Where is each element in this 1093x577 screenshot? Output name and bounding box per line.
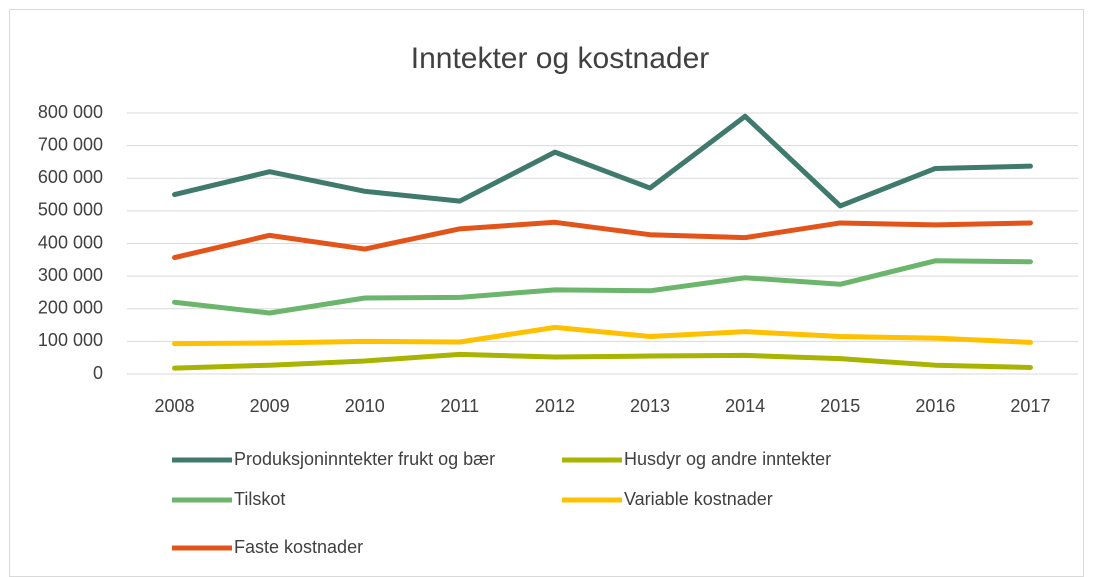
legend-label: Tilskot bbox=[234, 489, 285, 509]
y-tick-label: 700 000 bbox=[38, 134, 103, 154]
legend-label: Faste kostnader bbox=[234, 537, 363, 557]
y-tick-label: 800 000 bbox=[38, 102, 103, 122]
x-tick-label: 2012 bbox=[535, 396, 575, 416]
y-tick-label: 0 bbox=[93, 363, 103, 383]
legend-label: Husdyr og andre inntekter bbox=[624, 449, 831, 469]
x-tick-label: 2015 bbox=[820, 396, 860, 416]
legend-label: Produksjoninntekter frukt og bær bbox=[234, 449, 495, 469]
x-tick-label: 2017 bbox=[1010, 396, 1050, 416]
series-line bbox=[172, 351, 1033, 371]
y-tick-label: 400 000 bbox=[38, 232, 103, 252]
y-tick-label: 200 000 bbox=[38, 298, 103, 318]
y-tick-label: 100 000 bbox=[38, 330, 103, 350]
x-tick-label: 2014 bbox=[725, 396, 765, 416]
y-tick-label: 600 000 bbox=[38, 167, 103, 187]
x-tick-label: 2013 bbox=[630, 396, 670, 416]
y-tick-label: 500 000 bbox=[38, 200, 103, 220]
series-line bbox=[172, 113, 1033, 209]
x-tick-label: 2011 bbox=[440, 396, 479, 416]
x-tick-label: 2009 bbox=[250, 396, 290, 416]
x-tick-label: 2010 bbox=[345, 396, 385, 416]
y-tick-label: 300 000 bbox=[38, 265, 103, 285]
series-line bbox=[172, 258, 1033, 316]
chart-title: Inntekter og kostnader bbox=[411, 42, 710, 75]
x-tick-label: 2008 bbox=[155, 396, 195, 416]
series-line bbox=[172, 324, 1033, 347]
legend-label: Variable kostnader bbox=[624, 489, 773, 509]
series-line bbox=[172, 219, 1033, 261]
x-tick-label: 2016 bbox=[915, 396, 955, 416]
